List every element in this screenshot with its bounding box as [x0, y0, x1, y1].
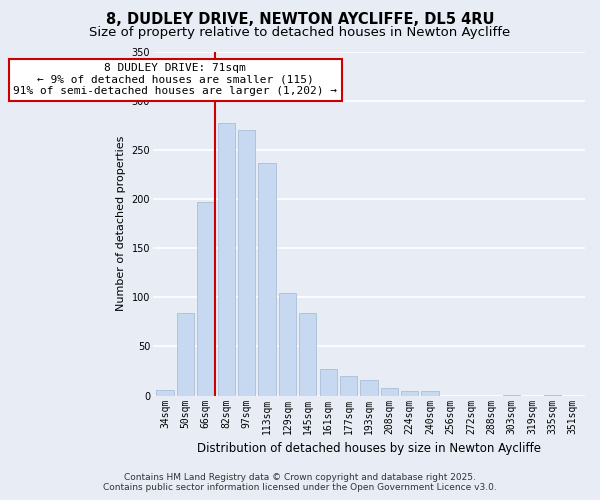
Text: 8 DUDLEY DRIVE: 71sqm
← 9% of detached houses are smaller (115)
91% of semi-deta: 8 DUDLEY DRIVE: 71sqm ← 9% of detached h…: [13, 64, 337, 96]
Bar: [401, 390, 418, 396]
Bar: [218, 124, 235, 396]
Bar: [177, 313, 194, 396]
Bar: [360, 380, 377, 396]
X-axis label: Distribution of detached houses by size in Newton Aycliffe: Distribution of detached houses by size …: [197, 442, 541, 455]
Bar: [380, 388, 398, 396]
Bar: [421, 390, 439, 396]
Bar: [259, 162, 275, 396]
Bar: [299, 313, 316, 396]
Bar: [279, 294, 296, 396]
Bar: [157, 390, 174, 396]
Text: Size of property relative to detached houses in Newton Aycliffe: Size of property relative to detached ho…: [89, 26, 511, 39]
Bar: [197, 202, 215, 396]
Bar: [238, 130, 255, 396]
Text: 8, DUDLEY DRIVE, NEWTON AYCLIFFE, DL5 4RU: 8, DUDLEY DRIVE, NEWTON AYCLIFFE, DL5 4R…: [106, 12, 494, 28]
Bar: [544, 394, 561, 396]
Text: Contains HM Land Registry data © Crown copyright and database right 2025.
Contai: Contains HM Land Registry data © Crown c…: [103, 473, 497, 492]
Bar: [503, 394, 520, 396]
Y-axis label: Number of detached properties: Number of detached properties: [116, 136, 126, 312]
Bar: [340, 376, 357, 396]
Bar: [320, 369, 337, 396]
